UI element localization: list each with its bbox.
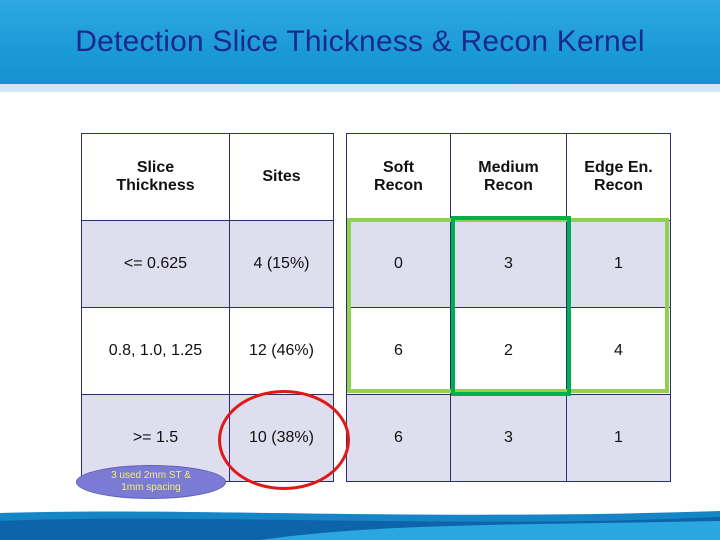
cell-medium: 3 (450, 394, 567, 482)
table-header-row: Slice Thickness Sites Soft Recon Medium … (81, 133, 671, 221)
cell-sites: 4 (15%) (229, 220, 334, 308)
cell-edge: 1 (566, 394, 671, 482)
cell-slice-thickness: <= 0.625 (81, 220, 230, 308)
cell-soft: 6 (346, 307, 451, 395)
note-bubble: 3 used 2mm ST & 1mm spacing (76, 465, 226, 499)
light-green-highlight-box (347, 218, 669, 393)
data-table: Slice Thickness Sites Soft Recon Medium … (81, 133, 671, 482)
header-edge-recon: Edge En. Recon (566, 133, 671, 221)
slide-title: Detection Slice Thickness & Recon Kernel (75, 25, 645, 58)
cell-slice-thickness: 0.8, 1.0, 1.25 (81, 307, 230, 395)
header-soft-recon: Soft Recon (346, 133, 451, 221)
cell-soft: 6 (346, 394, 451, 482)
header-medium-recon: Medium Recon (450, 133, 567, 221)
cell-sites: 12 (46%) (229, 307, 334, 395)
column-gap (333, 133, 347, 221)
footer-wave-decoration (0, 511, 720, 540)
dark-green-highlight-box (451, 216, 571, 396)
column-gap (333, 220, 347, 308)
cell-medium: 3 (450, 220, 567, 308)
header-slice-thickness: Slice Thickness (81, 133, 230, 221)
title-bar (0, 0, 720, 84)
table-row: <= 0.625 4 (15%) 0 3 1 (81, 220, 671, 308)
cell-soft: 0 (346, 220, 451, 308)
cell-edge: 1 (566, 220, 671, 308)
table-row: 0.8, 1.0, 1.25 12 (46%) 6 2 4 (81, 307, 671, 395)
header-sites: Sites (229, 133, 334, 221)
note-text: 3 used 2mm ST & 1mm spacing (111, 470, 191, 493)
red-highlight-circle (218, 390, 350, 490)
column-gap (333, 307, 347, 395)
title-strip (0, 84, 720, 92)
